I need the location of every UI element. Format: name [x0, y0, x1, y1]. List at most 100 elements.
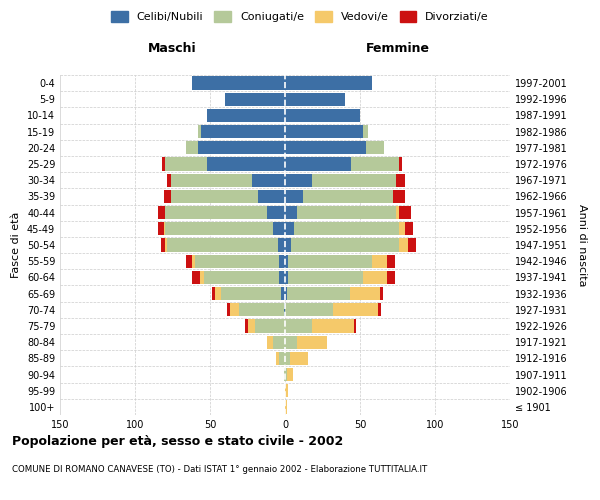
Bar [167, 174, 171, 187]
Bar [285, 222, 294, 235]
Bar [396, 206, 399, 220]
Bar [195, 254, 279, 268]
Bar [273, 336, 285, 349]
Bar [285, 109, 360, 122]
Bar [157, 206, 165, 220]
Bar [162, 158, 165, 170]
Bar [215, 287, 221, 300]
Bar [279, 352, 285, 365]
Bar [255, 320, 285, 332]
Bar [201, 125, 285, 138]
Bar [277, 238, 285, 252]
Bar [285, 92, 345, 106]
Bar [380, 287, 383, 300]
Bar [287, 287, 349, 300]
Bar [276, 352, 279, 365]
Y-axis label: Anni di nascita: Anni di nascita [577, 204, 587, 286]
Bar [281, 287, 285, 300]
Bar [285, 141, 366, 154]
Bar [387, 270, 395, 284]
Bar [291, 238, 399, 252]
Bar [171, 174, 252, 187]
Bar [405, 222, 413, 235]
Bar [192, 270, 199, 284]
Bar [408, 238, 415, 252]
Bar [267, 206, 285, 220]
Bar [279, 254, 285, 268]
Bar [393, 190, 405, 203]
Bar [333, 303, 378, 316]
Bar [297, 336, 327, 349]
Text: Maschi: Maschi [148, 42, 197, 55]
Bar [399, 206, 411, 220]
Bar [285, 384, 288, 398]
Bar [279, 270, 285, 284]
Bar [399, 158, 402, 170]
Bar [285, 400, 287, 413]
Bar [303, 190, 393, 203]
Bar [284, 368, 285, 381]
Bar [186, 254, 192, 268]
Bar [227, 303, 229, 316]
Bar [165, 206, 267, 220]
Bar [285, 76, 372, 90]
Bar [288, 254, 372, 268]
Bar [157, 222, 163, 235]
Bar [248, 320, 255, 332]
Bar [207, 109, 285, 122]
Bar [387, 254, 395, 268]
Bar [290, 352, 308, 365]
Bar [252, 174, 285, 187]
Bar [285, 336, 297, 349]
Bar [285, 270, 288, 284]
Bar [186, 141, 198, 154]
Bar [285, 190, 303, 203]
Bar [351, 158, 399, 170]
Bar [267, 336, 273, 349]
Bar [198, 125, 201, 138]
Bar [199, 270, 204, 284]
Bar [285, 320, 312, 332]
Bar [285, 174, 312, 187]
Bar [163, 190, 171, 203]
Bar [204, 270, 279, 284]
Bar [354, 320, 355, 332]
Bar [363, 270, 387, 284]
Text: Popolazione per età, sesso e stato civile - 2002: Popolazione per età, sesso e stato civil… [12, 435, 343, 448]
Y-axis label: Fasce di età: Fasce di età [11, 212, 21, 278]
Text: COMUNE DI ROMANO CANAVESE (TO) - Dati ISTAT 1° gennaio 2002 - Elaborazione TUTTI: COMUNE DI ROMANO CANAVESE (TO) - Dati IS… [12, 465, 427, 474]
Bar [285, 254, 288, 268]
Bar [285, 352, 290, 365]
Bar [285, 206, 297, 220]
Bar [284, 303, 285, 316]
Bar [285, 303, 333, 316]
Bar [399, 222, 405, 235]
Bar [288, 270, 363, 284]
Bar [165, 158, 207, 170]
Bar [207, 158, 285, 170]
Bar [165, 238, 167, 252]
Bar [363, 125, 367, 138]
Bar [285, 287, 287, 300]
Bar [245, 320, 248, 332]
Bar [198, 141, 285, 154]
Bar [285, 125, 363, 138]
Bar [366, 141, 384, 154]
Bar [163, 222, 165, 235]
Bar [372, 254, 387, 268]
Bar [285, 238, 291, 252]
Bar [239, 303, 284, 316]
Legend: Celibi/Nubili, Coniugati/e, Vedovi/e, Divorziati/e: Celibi/Nubili, Coniugati/e, Vedovi/e, Di… [111, 10, 489, 22]
Bar [396, 174, 405, 187]
Bar [225, 92, 285, 106]
Bar [273, 222, 285, 235]
Bar [312, 320, 354, 332]
Bar [192, 76, 285, 90]
Bar [212, 287, 215, 300]
Bar [161, 238, 165, 252]
Bar [221, 287, 281, 300]
Bar [192, 254, 195, 268]
Bar [167, 238, 277, 252]
Bar [258, 190, 285, 203]
Bar [399, 238, 408, 252]
